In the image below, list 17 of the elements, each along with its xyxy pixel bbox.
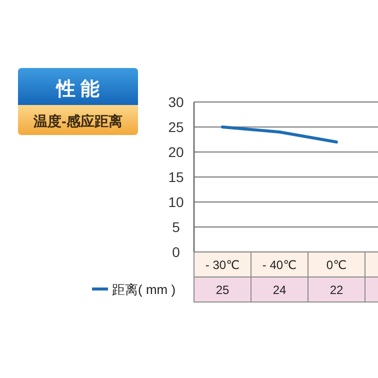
text: 温度-感应距离 xyxy=(32,113,122,129)
y-tick-label: 25 xyxy=(168,119,184,135)
x-tick-label: - 40℃ xyxy=(262,258,297,272)
data-label: 25 xyxy=(216,283,230,297)
x-tick-label: 0℃ xyxy=(326,258,347,272)
data-label: 22 xyxy=(330,283,344,297)
y-tick-label: 15 xyxy=(168,169,184,185)
chart-title: 性 能 xyxy=(55,78,100,100)
y-tick-label: 30 xyxy=(168,94,184,110)
legend: 距离( mm ) xyxy=(92,282,176,297)
y-tick-label: 20 xyxy=(168,144,184,160)
legend-label: 距离( mm ) xyxy=(112,282,176,297)
x-tick-label: - 30℃ xyxy=(205,258,240,272)
data-label: 24 xyxy=(272,283,286,297)
y-tick-label: 10 xyxy=(168,194,184,210)
y-tick-label: 5 xyxy=(172,219,180,235)
y-tick-label: 0 xyxy=(172,244,180,260)
